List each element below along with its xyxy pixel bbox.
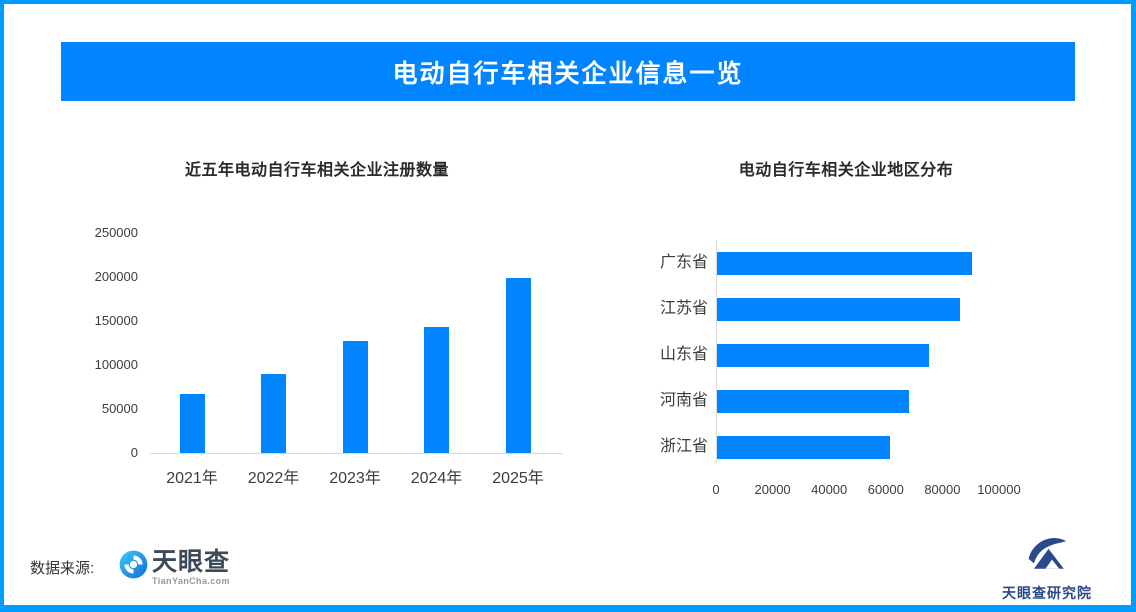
y-axis-tick-label: 200000: [94, 269, 138, 284]
tianyancha-eye-icon: [119, 550, 148, 584]
registrations-chart-title: 近五年电动自行车相关企业注册数量: [184, 162, 449, 179]
tianyancha-name: 天眼查: [152, 548, 231, 576]
y-axis-tick-label: 50000: [101, 401, 138, 416]
bar-江苏省: [717, 297, 961, 321]
bar-2021年: [179, 394, 205, 453]
page-title: 电动自行车相关企业信息一览: [392, 59, 744, 88]
x-axis-tick-label: 100000: [977, 482, 1021, 497]
y-axis-category-label: 江苏省: [659, 300, 708, 317]
x-axis-category-label: 2024年: [410, 470, 463, 487]
region-chart-title: 电动自行车相关企业地区分布: [738, 162, 954, 179]
title-banner: 电动自行车相关企业信息一览: [61, 42, 1075, 101]
tianyancha-wordmark: 天眼查 TianYanCha.com: [152, 548, 231, 587]
y-axis-tick-label: 100000: [94, 357, 138, 372]
research-institute-name: 天眼查研究院: [1002, 585, 1092, 601]
y-axis-category-label: 河南省: [659, 392, 708, 409]
x-axis-tick-label: 60000: [867, 482, 904, 497]
y-axis-category-label: 山东省: [659, 346, 708, 363]
bar-2024年: [424, 327, 449, 453]
bar-浙江省: [717, 435, 890, 459]
x-axis-category-label: 2021年: [166, 470, 218, 487]
bar-2025年: [505, 277, 531, 453]
x-axis-tick-label: 40000: [811, 482, 848, 497]
tianyancha-domain: TianYanCha.com: [152, 576, 230, 586]
x-axis-line: [150, 453, 563, 454]
bar-广东省: [717, 251, 972, 275]
x-axis-tick-label: 20000: [754, 482, 791, 497]
data-source-label: 数据来源:: [30, 560, 95, 577]
y-axis-tick-label: 0: [130, 445, 138, 460]
y-axis-category-label: 广东省: [659, 254, 708, 271]
research-institute-logo: 天眼查研究院: [987, 534, 1107, 603]
x-axis-tick-label: 0: [712, 482, 720, 497]
y-axis-category-label: 浙江省: [659, 438, 708, 455]
x-axis-category-label: 2022年: [247, 470, 300, 487]
tianyancha-research-icon: [1024, 534, 1070, 581]
x-axis-tick-label: 80000: [924, 482, 961, 497]
x-axis-category-label: 2023年: [329, 470, 381, 487]
bar-河南省: [717, 389, 910, 413]
y-axis-line: [716, 240, 717, 463]
y-axis-tick-label: 150000: [94, 313, 138, 328]
tianyancha-logo: 天眼查 TianYanCha.com: [119, 550, 230, 586]
bar-山东省: [717, 343, 930, 367]
bar-2023年: [342, 341, 368, 453]
bar-2022年: [261, 373, 286, 453]
y-axis-tick-label: 250000: [94, 225, 138, 240]
x-axis-category-label: 2025年: [492, 470, 544, 487]
